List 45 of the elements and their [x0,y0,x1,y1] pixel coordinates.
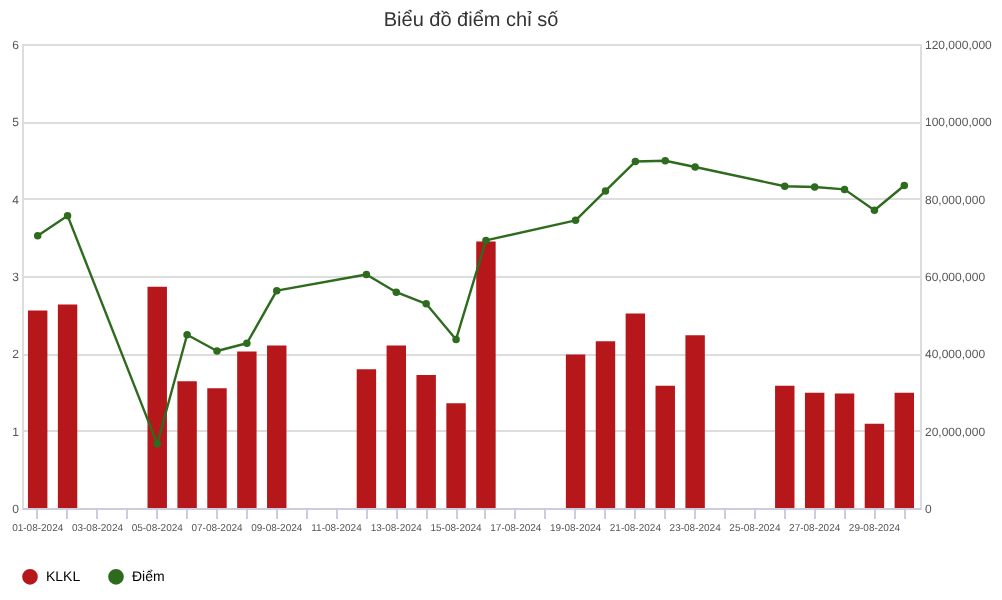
point [63,211,72,220]
bar [775,385,795,508]
bar [625,313,646,508]
bar [356,369,377,508]
point [33,232,42,240]
bar [894,392,915,508]
point [153,440,161,448]
bar [57,304,78,508]
point [900,181,909,190]
bar [804,392,825,508]
bar [446,403,466,508]
bar [416,374,436,508]
bar [834,393,855,508]
chart-title: Biểu đồ điểm chỉ số [383,8,560,32]
point [482,236,490,245]
bar [207,388,227,508]
point [781,182,789,191]
bar [177,381,197,508]
point [273,286,281,295]
bar [237,351,257,508]
point [870,206,879,214]
point [422,300,430,308]
bar [147,286,167,508]
bar [864,423,885,508]
point [810,183,819,191]
point [243,339,251,348]
point [452,335,460,344]
bar [655,385,675,508]
point [183,331,191,339]
point [362,270,371,279]
bar [685,335,705,508]
point [213,347,221,355]
bar [386,345,406,508]
bar [565,354,586,508]
point [840,185,849,194]
point [691,163,699,171]
bar [267,345,287,508]
point [631,157,640,166]
point [601,187,610,195]
bar [476,241,496,508]
point [392,288,401,296]
point [571,216,580,225]
point [661,157,669,165]
bar [595,341,616,508]
bar [27,310,48,508]
